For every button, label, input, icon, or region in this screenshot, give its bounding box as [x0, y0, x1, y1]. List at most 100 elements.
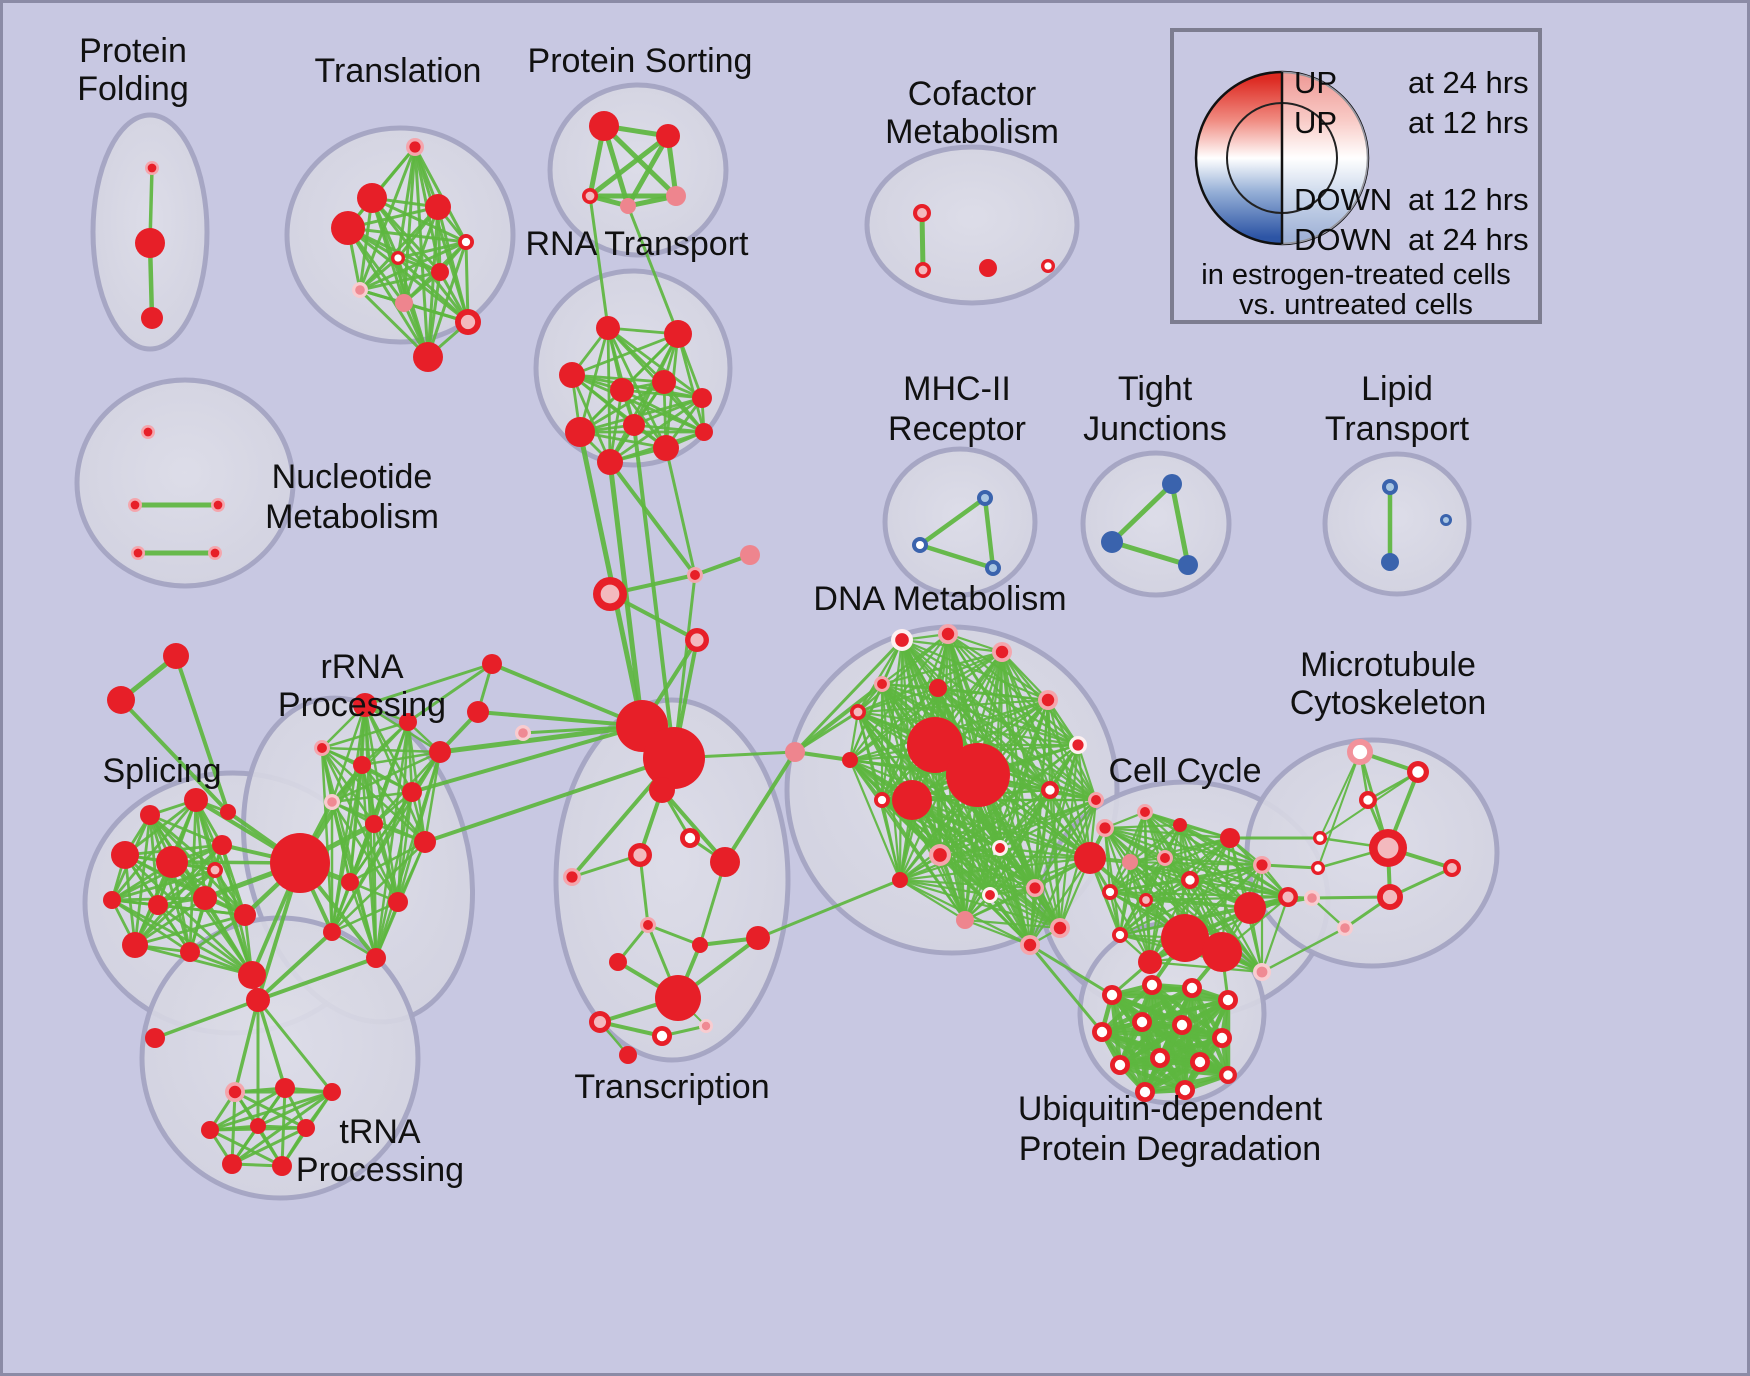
node-t1 — [357, 183, 387, 213]
node-tn6 — [250, 1118, 266, 1134]
node-d21 — [1050, 918, 1070, 938]
legend-faded-half-icon — [1281, 71, 1369, 245]
node-d23 — [1020, 935, 1040, 955]
node-rt7 — [623, 414, 645, 436]
node-tn7 — [297, 1119, 315, 1137]
node-tn0 — [246, 988, 270, 1012]
node-k6 — [1139, 893, 1153, 907]
node-c1 — [685, 628, 709, 652]
node-k5 — [1102, 884, 1118, 900]
node-k1 — [1137, 804, 1153, 820]
cluster-label-microtubule-cytoskeleton-0: Microtubule — [1300, 646, 1476, 684]
cluster-label-lipid-transport-1: Transport — [1325, 410, 1470, 448]
node-n4 — [208, 546, 222, 560]
node-q7 — [609, 953, 627, 971]
node-t3 — [331, 211, 365, 245]
node-tn3 — [275, 1078, 295, 1098]
node-d6 — [1038, 690, 1058, 710]
cluster-cofactor-metabolism — [864, 144, 1080, 306]
node-q12 — [652, 1026, 672, 1046]
node-k10 — [1278, 887, 1298, 907]
node-q9 — [655, 975, 701, 1021]
node-s10 — [234, 904, 256, 926]
node-t10 — [413, 342, 443, 372]
node-pf0 — [145, 161, 159, 175]
cluster-label-tight-junctions-1: Junctions — [1083, 410, 1227, 448]
node-tj1 — [1101, 531, 1123, 553]
cluster-label-nucleotide-metabolism-1: Metabolism — [265, 498, 439, 536]
node-mt5 — [1443, 859, 1461, 877]
node-d13 — [992, 840, 1008, 856]
node-k2 — [1173, 818, 1187, 832]
node-mt9 — [1337, 920, 1353, 936]
node-cf0 — [913, 204, 931, 222]
node-ps2 — [582, 188, 598, 204]
node-u8 — [1110, 1055, 1130, 1075]
cluster-label-mhc-ii-receptor-1: Receptor — [888, 410, 1026, 448]
node-d4 — [929, 679, 947, 697]
node-mt6 — [1313, 831, 1327, 845]
node-q14 — [619, 1046, 637, 1064]
node-tj0 — [1162, 474, 1182, 494]
node-rr11 — [323, 923, 341, 941]
node-i0 — [482, 654, 502, 674]
node-u0 — [1102, 985, 1122, 1005]
cluster-mhc-ii-receptor — [882, 446, 1038, 598]
node-k11 — [1112, 927, 1128, 943]
node-u5 — [1132, 1012, 1152, 1032]
node-d0 — [891, 629, 913, 651]
cluster-label-mhc-ii-receptor-0: MHC-II — [903, 370, 1011, 408]
node-mt0 — [1347, 739, 1373, 765]
node-d9 — [892, 780, 932, 820]
cluster-label-rrna-processing-1: Processing — [278, 686, 446, 724]
node-i2 — [515, 725, 531, 741]
node-u12 — [1175, 1080, 1195, 1100]
node-k9 — [1253, 856, 1271, 874]
node-cf2 — [979, 259, 997, 277]
node-rr0 — [353, 693, 377, 717]
node-rt4 — [652, 370, 676, 394]
node-m0 — [977, 490, 993, 506]
legend-caption-line-0: in estrogen-treated cells — [1201, 259, 1511, 291]
node-n2 — [211, 498, 225, 512]
cluster-label-splicing-0: Splicing — [102, 752, 221, 790]
node-t8 — [395, 294, 413, 312]
legend-row-direction-2: DOWN — [1294, 182, 1392, 217]
node-d15 — [1069, 736, 1087, 754]
cluster-label-cell-cycle-0: Cell Cycle — [1108, 752, 1261, 790]
node-t7 — [352, 282, 368, 298]
node-u1 — [1142, 975, 1162, 995]
node-s4 — [212, 835, 232, 855]
node-d22 — [1074, 842, 1106, 874]
node-d14 — [1041, 781, 1059, 799]
node-t2 — [425, 194, 451, 220]
node-d5 — [850, 704, 866, 720]
node-pf1 — [135, 228, 165, 258]
legend-row-time-2: at 12 hrs — [1408, 182, 1529, 217]
node-mt3 — [1369, 829, 1407, 867]
node-u2 — [1182, 978, 1202, 998]
node-d3 — [874, 676, 890, 692]
node-q6 — [692, 937, 708, 953]
cluster-label-ubiquitin-degradation-1: Protein Degradation — [1019, 1130, 1321, 1168]
node-rr5 — [402, 782, 422, 802]
node-s2 — [111, 841, 139, 869]
nodes-layer — [103, 111, 1461, 1176]
cluster-label-rrna-processing-0: rRNA — [320, 648, 403, 686]
node-tn5 — [201, 1121, 219, 1139]
node-m1 — [912, 537, 928, 553]
cluster-tight-junctions — [1080, 450, 1232, 598]
node-k0 — [1096, 819, 1114, 837]
node-k12 — [1253, 963, 1271, 981]
node-rr2 — [429, 741, 451, 763]
node-rt8 — [653, 435, 679, 461]
node-d7 — [907, 717, 963, 773]
node-s3 — [156, 846, 188, 878]
cluster-label-nucleotide-metabolism-0: Nucleotide — [272, 458, 433, 496]
node-ps1 — [656, 124, 680, 148]
node-tn8 — [222, 1154, 242, 1174]
node-d2 — [992, 642, 1012, 662]
node-dc — [785, 742, 805, 762]
node-q2 — [628, 843, 652, 867]
